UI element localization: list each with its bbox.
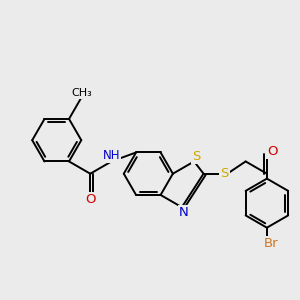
- Text: O: O: [267, 145, 278, 158]
- Text: CH₃: CH₃: [71, 88, 92, 98]
- Text: Br: Br: [263, 237, 278, 250]
- Text: NH: NH: [103, 149, 120, 162]
- Text: S: S: [220, 167, 229, 180]
- Text: O: O: [85, 194, 95, 206]
- Text: S: S: [192, 149, 200, 163]
- Text: N: N: [179, 206, 189, 219]
